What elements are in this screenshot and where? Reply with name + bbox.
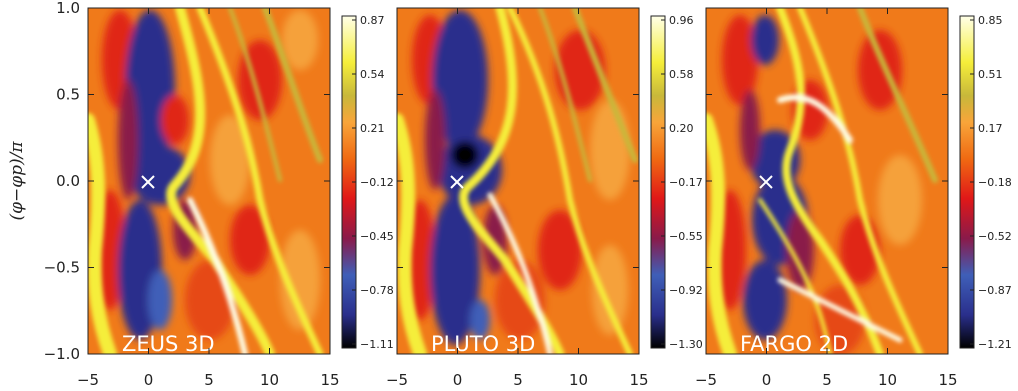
colorbar-tick-label: 0.58 [669,68,694,81]
colorbar-tick-label: 0.20 [669,122,694,135]
colorbar-tick-label: 0.87 [360,14,385,27]
x-tick-label: −5 [77,371,99,389]
y-tick-label: 0.0 [56,172,80,190]
colorbar-tick-label: −0.55 [669,230,703,243]
panel-pluto-3d: PLUTO 3D [396,7,666,356]
colorbar-tick-label: −1.11 [360,338,394,351]
x-tick-label: 5 [513,371,523,389]
x-tick-label: 0 [453,371,463,389]
colorbar-tick-label: −1.21 [978,338,1012,351]
colorbar-tick-label: 0.51 [978,68,1003,81]
x-tick-label: 0 [144,371,154,389]
x-tick-label: 0 [762,371,772,389]
planet-marker [759,175,773,189]
x-tick-label: 10 [260,371,279,389]
x-tick-label: 10 [569,371,588,389]
y-tick-label: −1.0 [44,345,80,363]
colorbar-tick-label: −1.30 [669,338,703,351]
panel-label: ZEUS 3D [122,332,215,356]
colorbar-tick-label: −0.87 [978,284,1012,297]
heatmap-field [706,8,948,354]
panel-fargo-2d: FARGO 2D [705,7,975,356]
colorbar-tick-label: −0.45 [360,230,394,243]
y-tick-label: 1.0 [56,0,80,17]
x-tick-label: 10 [878,371,897,389]
x-tick-label: −5 [695,371,717,389]
x-tick-label: 5 [204,371,214,389]
colorbar-tick-label: −0.12 [360,176,394,189]
colorbar-tick-label: −0.92 [669,284,703,297]
y-tick-label: 0.5 [56,86,80,104]
heatmap-field [397,8,639,354]
colorbar-tick-label: −0.17 [669,176,703,189]
colorbar-tick-label: 0.17 [978,122,1003,135]
colorbar-tick-label: −0.52 [978,230,1012,243]
panel-zeus-3d: ZEUS 3D [87,7,357,356]
x-tick-label: −5 [386,371,408,389]
colorbar-tick-label: −0.78 [360,284,394,297]
planet-marker [450,175,464,189]
planet-marker [141,175,155,189]
colorbar-tick-label: 0.54 [360,68,385,81]
y-tick-label: −0.5 [44,259,80,277]
colorbar-tick-label: 0.96 [669,14,694,27]
colorbar-tick-label: 0.85 [978,14,1003,27]
x-tick-label: 15 [938,371,957,389]
colorbar-tick-label: 0.21 [360,122,385,135]
colorbar-tick-label: −0.18 [978,176,1012,189]
heatmap-field [88,8,330,354]
panel-label: FARGO 2D [740,332,848,356]
panel-label: PLUTO 3D [431,332,535,356]
x-tick-label: 15 [320,371,339,389]
x-tick-label: 15 [629,371,648,389]
x-tick-label: 5 [822,371,832,389]
y-axis-label: (φ−φp)/π [7,141,27,221]
